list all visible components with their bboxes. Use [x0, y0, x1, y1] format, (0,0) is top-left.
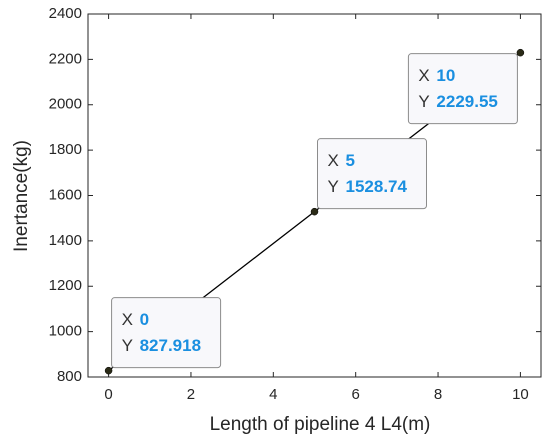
datatip-x-key: X [418, 66, 429, 85]
y-tick-label: 2200 [49, 50, 82, 67]
x-tick-label: 10 [512, 386, 529, 403]
datatip-y-value: 2229.55 [436, 92, 497, 111]
y-axis-label: Inertance(kg) [11, 140, 32, 252]
datatip: X 10 Y 2229.55 [407, 53, 518, 125]
data-point [104, 366, 113, 375]
datatip-x-value: 0 [140, 310, 149, 329]
datatip: X 0Y 827.918 [111, 297, 222, 369]
datatip-x-value: 5 [346, 151, 355, 170]
datatip-x-key: X [122, 310, 133, 329]
x-tick-label: 2 [187, 386, 195, 403]
datatip-box [317, 138, 427, 210]
datatip-x-value: 10 [436, 66, 455, 85]
datatip: X 5Y 1528.74 [317, 138, 427, 210]
x-axis-label: Length of pipeline 4 L4(m) [210, 414, 431, 435]
datatip-y-value: 827.918 [140, 336, 201, 355]
data-point [310, 207, 319, 216]
y-tick-label: 1600 [49, 186, 82, 203]
y-tick-label: 1000 [49, 323, 82, 340]
datatip-box [407, 53, 518, 125]
datatip-x-key: X [328, 151, 339, 170]
datatip-y-key: Y [418, 92, 429, 111]
data-point [516, 48, 525, 57]
x-tick-label: 0 [104, 386, 112, 403]
x-tick-label: 4 [269, 386, 277, 403]
x-tick-label: 8 [434, 386, 442, 403]
datatip-y-key: Y [328, 177, 339, 196]
datatip-y-value: 1528.74 [346, 177, 408, 196]
x-tick-label: 6 [352, 386, 360, 403]
y-tick-label: 1800 [49, 141, 82, 158]
y-tick-label: 1400 [49, 232, 82, 249]
y-tick-label: 800 [57, 368, 82, 385]
y-tick-label: 1200 [49, 277, 82, 294]
datatip-y-key: Y [122, 336, 133, 355]
y-tick-label: 2400 [49, 5, 82, 22]
y-tick-label: 2000 [49, 96, 82, 113]
datatip-box [111, 297, 222, 369]
